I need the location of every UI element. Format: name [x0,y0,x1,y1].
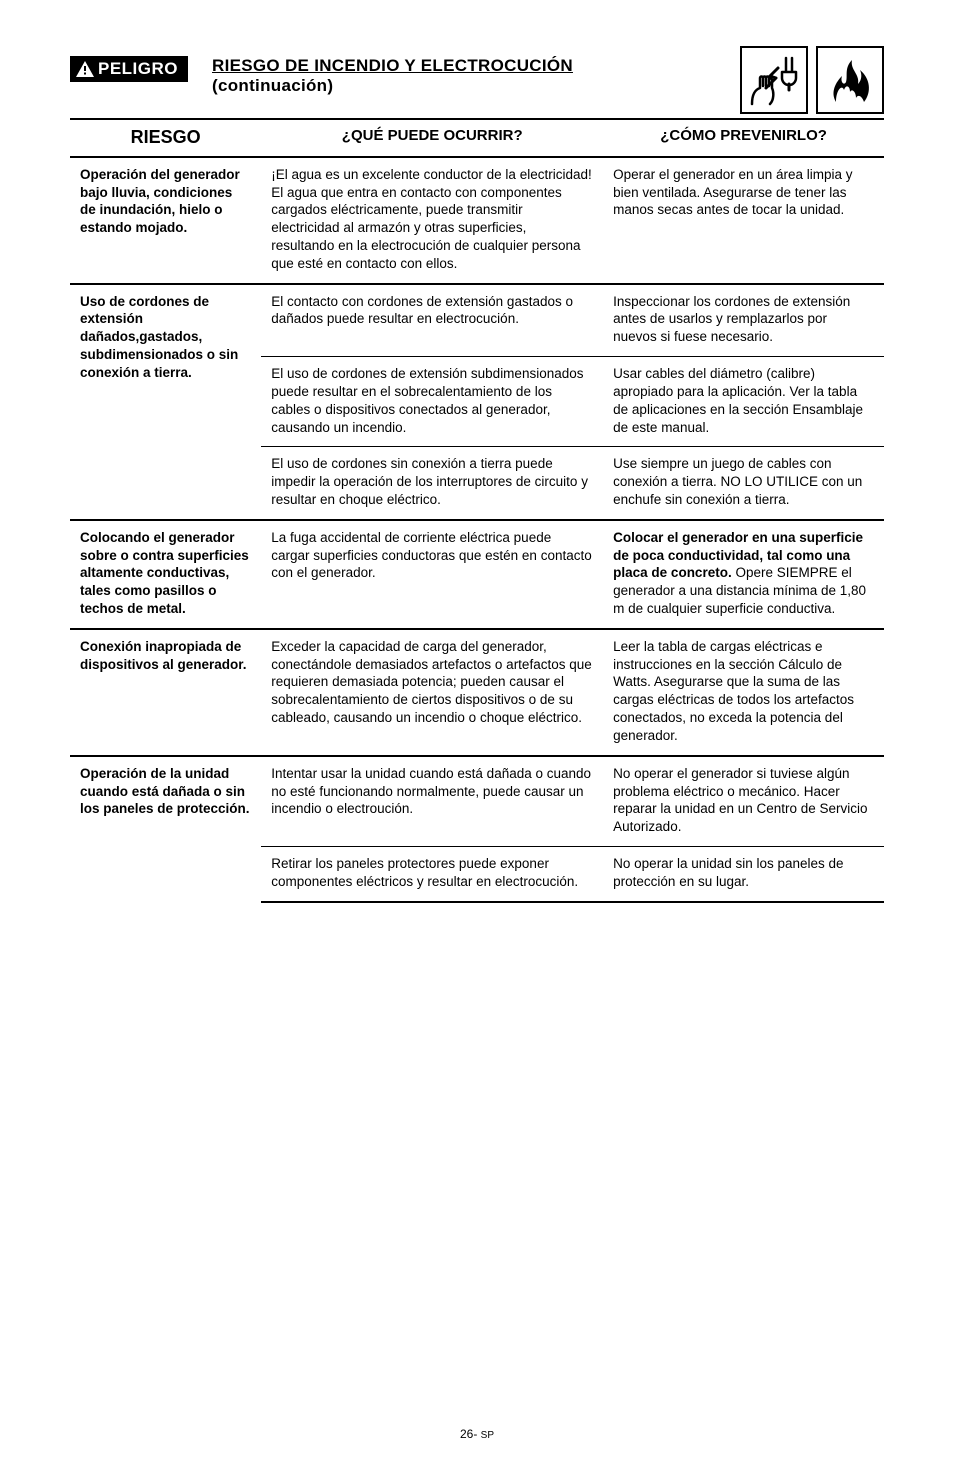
col-header-prevent: ¿CÓMO PREVENIRLO? [603,119,884,157]
risk-cell: Operación del generador bajo lluvia, con… [70,157,261,284]
table-row: Uso de cordones de extensión dañados,gas… [70,284,884,357]
section-title: RIESGO DE INCENDIO Y ELECTROCUCIÓN [212,56,573,76]
col-header-what: ¿QUÉ PUEDE OCURRIR? [261,119,603,157]
table-row: Operación del generador bajo lluvia, con… [70,157,884,284]
table-row: Operación de la unidad cuando está dañad… [70,756,884,847]
prevent-cell: Inspeccionar los cordones de extensión a… [603,284,884,357]
warning-triangle-icon [76,61,94,77]
hazard-table: RIESGO ¿QUÉ PUEDE OCURRIR? ¿CÓMO PREVENI… [70,118,884,903]
section-heading: RIESGO DE INCENDIO Y ELECTROCUCIÓN (cont… [212,56,573,96]
table-row: Colocando el generador sobre o contra su… [70,520,884,629]
col-header-risk: RIESGO [70,119,261,157]
danger-badge: PELIGRO [70,56,188,82]
fire-icon [822,52,878,108]
what-cell: El uso de cordones sin conexión a tierra… [261,447,603,520]
page-footer: 26- SP [0,1427,954,1441]
prevent-cell: Leer la tabla de cargas eléctricas e ins… [603,629,884,756]
page-number: 26- [460,1427,477,1441]
table-header-row: RIESGO ¿QUÉ PUEDE OCURRIR? ¿CÓMO PREVENI… [70,119,884,157]
what-cell: El uso de cordones de extensión subdimen… [261,357,603,447]
prevent-cell: No operar la unidad sin los paneles de p… [603,846,884,901]
what-cell: El contacto con cordones de extensión ga… [261,284,603,357]
hazard-icons [740,46,884,114]
prevent-cell: No operar el generador si tuviese algún … [603,756,884,847]
prevent-cell: Colocar el generador en una superficie d… [603,520,884,629]
table-row: Conexión inapropiada de dispositivos al … [70,629,884,756]
shock-icon-box [740,46,808,114]
danger-badge-label: PELIGRO [98,59,178,79]
prevent-cell: Use siempre un juego de cables con conex… [603,447,884,520]
risk-cell: Conexión inapropiada de dispositivos al … [70,629,261,756]
what-cell: Intentar usar la unidad cuando está daña… [261,756,603,847]
fire-icon-box [816,46,884,114]
prevent-cell: Operar el generador en un área limpia y … [603,157,884,284]
prevent-cell: Usar cables del diámetro (calibre) aprop… [603,357,884,447]
risk-cell: Colocando el generador sobre o contra su… [70,520,261,629]
risk-cell: Operación de la unidad cuando está dañad… [70,756,261,902]
what-cell: ¡El agua es un excelente conductor de la… [261,157,603,284]
risk-cell: Uso de cordones de extensión dañados,gas… [70,284,261,520]
what-cell: Retirar los paneles protectores puede ex… [261,846,603,901]
shock-hand-icon [746,52,802,108]
danger-badge-container: PELIGRO [70,56,188,82]
what-cell: Exceder la capacidad de carga del genera… [261,629,603,756]
section-subtitle: (continuación) [212,76,573,96]
page: PELIGRO RIESGO DE INCENDIO Y ELECTROCUCI… [0,0,954,1475]
page-suffix: SP [481,1430,494,1441]
what-cell: La fuga accidental de corriente eléctric… [261,520,603,629]
header-row: PELIGRO RIESGO DE INCENDIO Y ELECTROCUCI… [70,56,884,114]
